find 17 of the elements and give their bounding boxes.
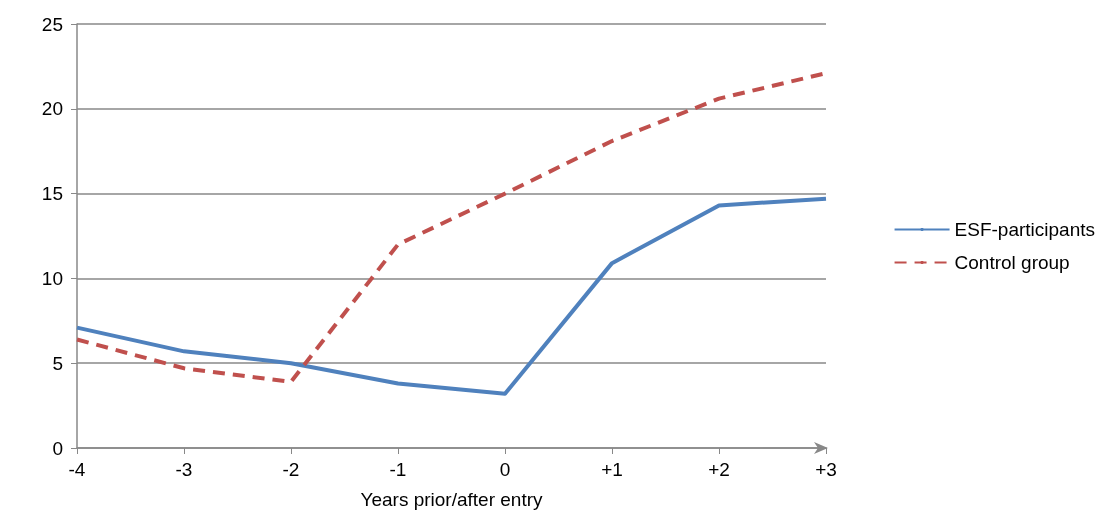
y-tick-label: 25 [41,13,63,35]
legend-label: Control group [954,252,1070,273]
y-tick-label: 0 [52,437,63,459]
y-tick-label: 20 [41,98,63,120]
x-tick-label: -4 [68,459,86,480]
legend-label: ESF-participants [954,219,1096,240]
x-tick-label: -2 [282,459,300,480]
y-tick-label: 10 [41,267,63,289]
y-tick-label: 15 [41,183,63,205]
x-tick-label: -1 [389,459,407,480]
x-tick-label: +2 [708,459,730,480]
x-tick-label: -3 [175,459,193,480]
x-axis-title: Years prior/after entry [360,489,543,510]
x-tick-label: 0 [499,459,511,480]
y-tick-label: 5 [52,352,63,374]
x-tick-label: +1 [601,459,623,480]
x-tick-label: +3 [815,459,837,480]
